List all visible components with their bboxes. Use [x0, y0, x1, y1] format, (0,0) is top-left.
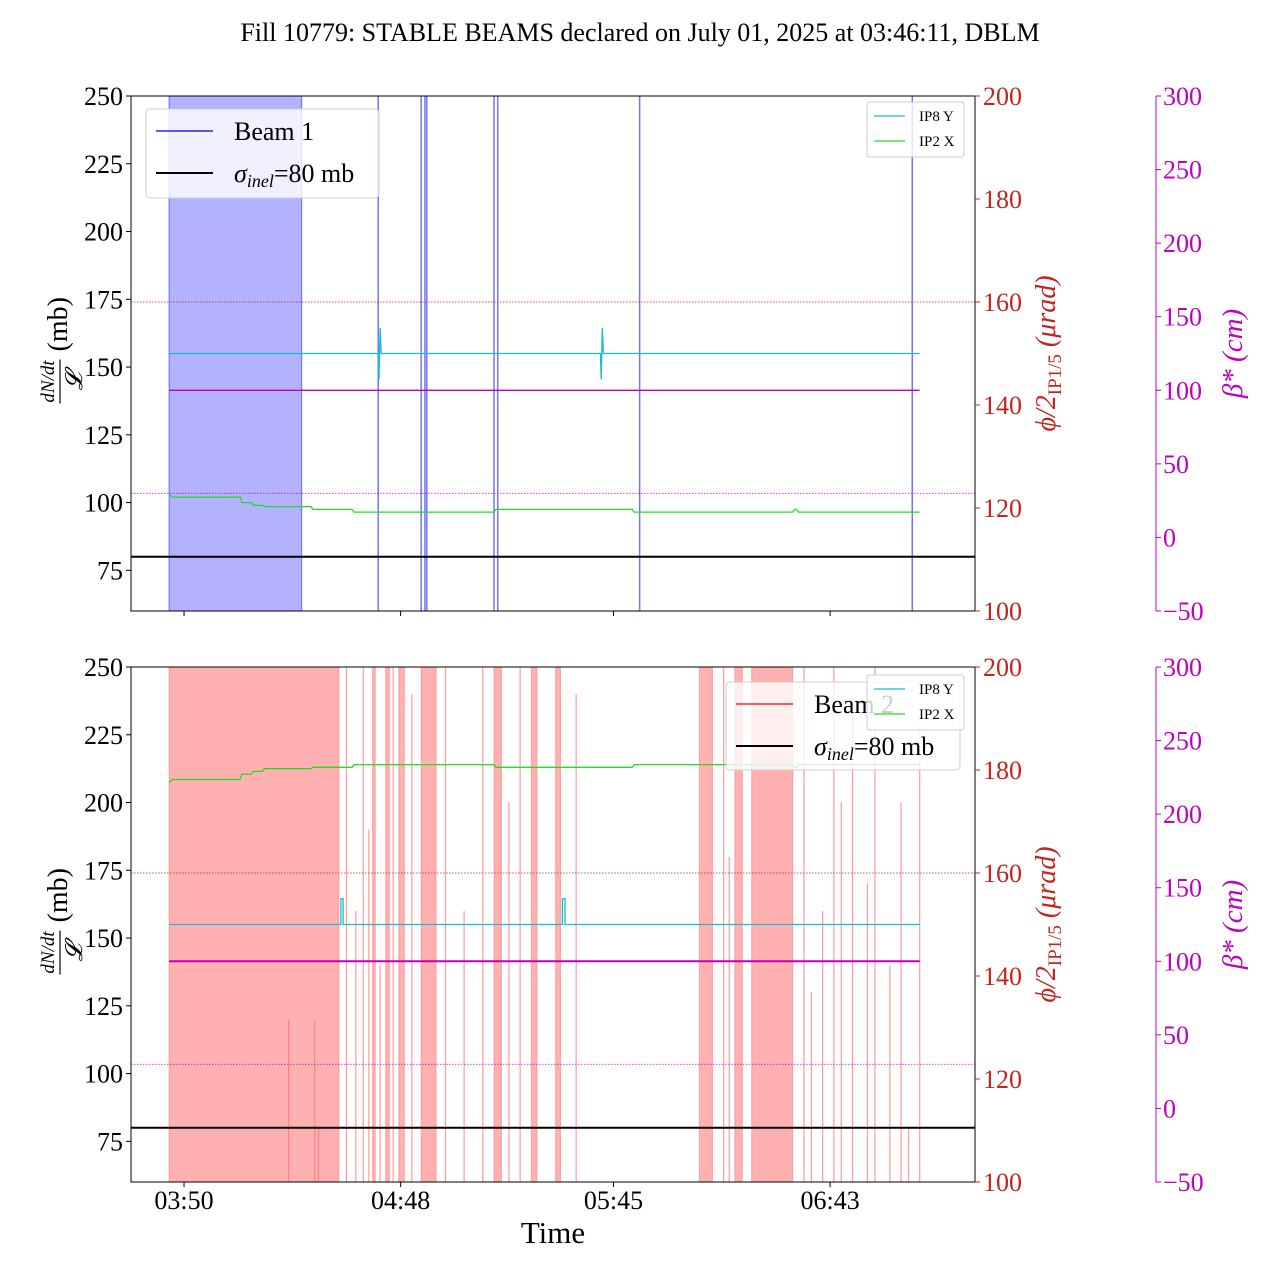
y-right2-tick-label: 50 — [1163, 450, 1189, 479]
y-right1-tick-label: 160 — [983, 859, 1022, 888]
y-right1-tick-label: 160 — [983, 288, 1022, 317]
y-label-unit: (mb) — [43, 297, 74, 351]
y-right1-axis-label: ϕ/2IP1/5 (μrad) — [1031, 846, 1066, 1002]
y-right1-tick-label: 140 — [983, 962, 1022, 991]
y-right1-tick-label: 120 — [983, 494, 1022, 523]
legend-main-label: σinel=80 mb — [814, 732, 934, 764]
y-right1-tick-label: 180 — [983, 756, 1022, 785]
y-tick-label: 75 — [97, 1127, 123, 1156]
y-right2-label-text: β* (cm) — [1217, 880, 1249, 970]
y-label-numerator: dN/dt — [38, 931, 59, 974]
bottom-data — [131, 667, 975, 1182]
bottom-panel: 75 100 125 150 175 200 225 250 100 120 140 160 180 20… — [38, 653, 1249, 1215]
x-tick-label: 06:43 — [800, 1186, 859, 1215]
series-line-ip8-y — [169, 898, 920, 926]
y-right2-tick-label: 0 — [1163, 523, 1176, 552]
y-right2-tick-label: 300 — [1163, 82, 1202, 111]
bottom-plot-frame — [130, 666, 976, 1183]
y-axis-label: dN/dt 𝓛(mb) — [38, 868, 88, 975]
y-axis-label: dN/dt 𝓛(mb) — [38, 297, 88, 404]
y-right1-tick-label: 100 — [983, 1168, 1022, 1197]
y-right2-tick-label: 50 — [1163, 1021, 1189, 1050]
y-right2-tick-label: 300 — [1163, 653, 1202, 682]
y-right1-tick-label: 180 — [983, 185, 1022, 214]
legend-small-label: IP2 X — [919, 707, 955, 723]
y-label-unit: (mb) — [43, 868, 74, 922]
y-right2-axis-label: β* (cm) — [1217, 309, 1249, 399]
y-right2-tick-label: 0 — [1163, 1094, 1176, 1123]
y-right1-tick-label: 200 — [983, 653, 1022, 682]
legend-main-label: Beam 1 — [234, 117, 314, 146]
y-right2-tick-label: −50 — [1163, 597, 1204, 626]
y-right2-tick-label: 200 — [1163, 800, 1202, 829]
y-right2-label-text: β* (cm) — [1217, 309, 1249, 399]
y-tick-label: 250 — [84, 82, 123, 111]
legend-small-label: IP2 X — [919, 134, 955, 150]
y-right2-tick-label: 100 — [1163, 947, 1202, 976]
legend-small: IP8 Y IP2 X — [866, 674, 965, 731]
legend-small-label: IP8 Y — [919, 109, 954, 125]
series-line-ip2-x — [168, 493, 920, 513]
y-right1-tick-label: 140 — [983, 391, 1022, 420]
y-right2-tick-label: 250 — [1163, 156, 1202, 185]
figure-title: Fill 10779: STABLE BEAMS declared on Jul… — [240, 18, 1040, 47]
legend-main-label: σinel=80 mb — [234, 159, 354, 191]
legend-main: Beam 1 σinel=80 mb — [145, 108, 380, 199]
y-tick-label: 125 — [84, 992, 123, 1021]
y-right1-axis-label: ϕ/2IP1/5 (μrad) — [1031, 275, 1066, 431]
y-right2-tick-label: −50 — [1163, 1168, 1204, 1197]
y-tick-label: 175 — [84, 856, 123, 885]
top-plot-frame — [130, 95, 976, 612]
series-line-ip8-y — [169, 327, 920, 380]
y-tick-label: 225 — [84, 150, 123, 179]
y-tick-label: 100 — [84, 1060, 123, 1089]
y-tick-label: 200 — [84, 789, 123, 818]
y-tick-label: 225 — [84, 721, 123, 750]
legend-small: IP8 Y IP2 X — [866, 101, 965, 158]
x-tick-label: 04:48 — [371, 1186, 430, 1215]
y-tick-label: 175 — [84, 285, 123, 314]
y-tick-label: 250 — [84, 653, 123, 682]
y-right2-axis-label: β* (cm) — [1217, 880, 1249, 970]
legend-small-label: IP8 Y — [919, 682, 954, 698]
y-tick-label: 100 — [84, 489, 123, 518]
y-tick-label: 150 — [84, 353, 123, 382]
y-tick-label: 125 — [84, 421, 123, 450]
y-tick-label: 200 — [84, 218, 123, 247]
y-tick-label: 75 — [97, 556, 123, 585]
y-right2-tick-label: 150 — [1163, 874, 1202, 903]
y-right1-label-text: ϕ/2IP1/5 (μrad) — [1031, 275, 1066, 431]
y-right1-label-text: ϕ/2IP1/5 (μrad) — [1031, 846, 1066, 1002]
y-tick-label: 150 — [84, 924, 123, 953]
y-label-numerator: dN/dt — [38, 360, 59, 403]
y-right1-tick-label: 100 — [983, 597, 1022, 626]
y-right1-tick-label: 200 — [983, 82, 1022, 111]
y-right2-tick-label: 250 — [1163, 727, 1202, 756]
x-tick-label: 05:45 — [584, 1186, 643, 1215]
x-tick-label: 03:50 — [154, 1186, 213, 1215]
y-right1-tick-label: 120 — [983, 1065, 1022, 1094]
x-axis-label: Time — [521, 1215, 585, 1250]
y-right2-tick-label: 150 — [1163, 303, 1202, 332]
y-right2-tick-label: 200 — [1163, 229, 1202, 258]
top-panel: 75 100 125 150 175 200 225 250 100 120 140 160 180 20… — [38, 82, 1249, 626]
y-right2-tick-label: 100 — [1163, 376, 1202, 405]
